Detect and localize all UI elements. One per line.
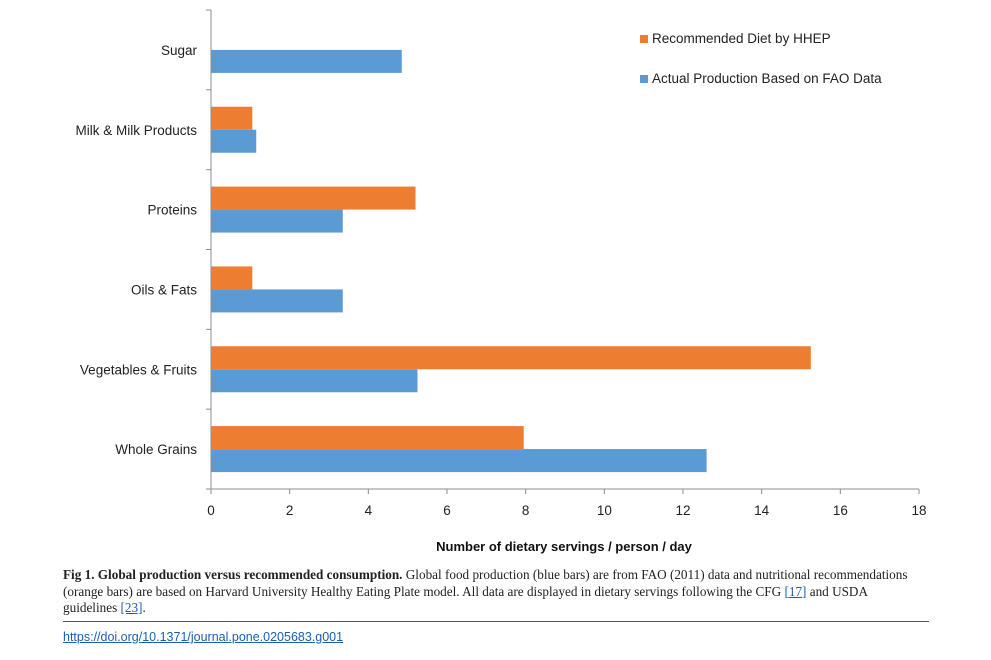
caption-title: Fig 1. Global production versus recommen… bbox=[63, 567, 403, 582]
x-tick-label: 2 bbox=[286, 503, 294, 518]
category-label: Whole Grains bbox=[115, 442, 197, 457]
category-label: Vegetables & Fruits bbox=[80, 362, 197, 377]
x-tick-labels: 0 2 4 6 8 10 12 14 16 18 bbox=[207, 503, 926, 518]
x-tick-label: 0 bbox=[207, 503, 215, 518]
bar-actual bbox=[211, 209, 343, 233]
caption-text-3: . bbox=[142, 600, 146, 615]
legend-swatch bbox=[640, 75, 648, 83]
caption-ref-23-link[interactable]: [23] bbox=[120, 600, 143, 615]
chart-axes bbox=[206, 9, 920, 494]
x-tick-label: 16 bbox=[833, 503, 848, 518]
chart-legend: Recommended Diet by HHEP Actual Productio… bbox=[640, 31, 882, 86]
category-label: Milk & Milk Products bbox=[75, 123, 197, 138]
category-labels: Sugar Milk & Milk Products Proteins Oils & … bbox=[75, 43, 197, 457]
bar-recommended bbox=[211, 426, 524, 450]
legend-swatch bbox=[640, 35, 648, 43]
legend-entry: Recommended Diet by HHEP bbox=[652, 31, 831, 46]
chart-bars bbox=[211, 49, 811, 473]
x-tick-label: 10 bbox=[597, 503, 612, 518]
bar-recommended bbox=[211, 186, 416, 210]
bar-actual bbox=[211, 49, 402, 73]
category-label: Oils & Fats bbox=[131, 282, 197, 297]
x-tick-label: 14 bbox=[754, 503, 770, 518]
category-label: Sugar bbox=[161, 43, 198, 58]
x-tick-label: 4 bbox=[365, 503, 373, 518]
x-tick-label: 8 bbox=[522, 503, 530, 518]
bar-recommended bbox=[211, 106, 253, 130]
figure-caption: Fig 1. Global production versus recommen… bbox=[63, 567, 923, 617]
caption-divider bbox=[63, 621, 929, 622]
x-tick-label: 6 bbox=[443, 503, 451, 518]
bar-actual bbox=[211, 129, 257, 153]
doi-link[interactable]: https://doi.org/10.1371/journal.pone.020… bbox=[63, 630, 344, 644]
bar-recommended bbox=[211, 266, 253, 290]
legend-entry: Actual Production Based on FAO Data bbox=[652, 71, 882, 86]
category-label: Proteins bbox=[147, 203, 197, 218]
x-tick-label: 18 bbox=[911, 503, 926, 518]
bar-actual bbox=[211, 449, 707, 473]
bar-recommended bbox=[211, 346, 811, 370]
bar-chart: Sugar Milk & Milk Products Proteins Oils & … bbox=[75, 9, 927, 554]
bar-actual bbox=[211, 289, 343, 313]
bar-actual bbox=[211, 369, 418, 393]
x-axis-title: Number of dietary servings / person / da… bbox=[436, 539, 693, 554]
caption-text-2: and USDA guidelines bbox=[63, 583, 868, 616]
caption-ref-17-link[interactable]: [17] bbox=[784, 583, 807, 599]
x-tick-label: 12 bbox=[675, 503, 690, 518]
caption-text-1: Global food production (blue bars) are f… bbox=[63, 567, 908, 599]
